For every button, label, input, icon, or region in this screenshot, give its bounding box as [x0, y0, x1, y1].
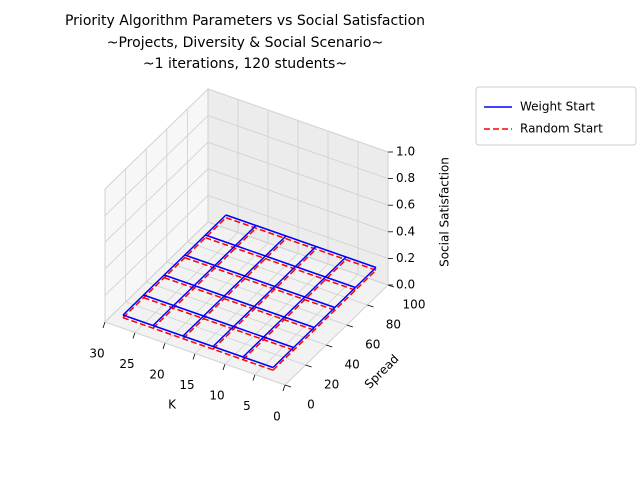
x-tick-label: 5: [243, 399, 251, 413]
wire-line: [272, 269, 377, 371]
grid-line: [146, 281, 327, 346]
wire-line: [152, 227, 257, 329]
legend-box: [475, 86, 637, 146]
wire-line: [212, 248, 317, 350]
wire-line: [182, 238, 287, 340]
wire-line: [122, 214, 227, 316]
x-tick-label: 20: [149, 368, 164, 382]
z-tick-label: 0.0: [396, 278, 415, 292]
chart-subtitle: ~1 iterations, 120 students~: [143, 56, 347, 72]
grid-line: [104, 115, 209, 216]
z-axis-label: Social Satisfaction: [438, 157, 452, 267]
x-tick-label: 30: [89, 347, 104, 361]
grid-line: [187, 241, 368, 306]
x-tick-label: 15: [179, 378, 194, 392]
x-tick-label: 10: [209, 389, 224, 403]
wire-line: [225, 214, 377, 269]
grid-line: [104, 141, 209, 243]
grid-line: [104, 168, 209, 270]
grid-line: [104, 88, 209, 190]
wire-line: [122, 217, 227, 319]
grid-line: [166, 261, 347, 326]
y-axis-label: Spread: [362, 352, 402, 392]
y-tick: [284, 384, 292, 388]
grid-line: [104, 195, 209, 296]
y-tick-label: 40: [345, 358, 360, 372]
x-tick: [282, 384, 286, 392]
grid-line: [207, 88, 389, 153]
grid-line: [207, 221, 389, 286]
wire-line: [205, 234, 356, 289]
x-axis-label: K: [168, 398, 177, 412]
grid-line: [104, 321, 286, 386]
grid-line: [284, 284, 389, 386]
grid-line: [207, 195, 389, 259]
y-tick-label: 60: [365, 338, 380, 352]
wire-line: [152, 224, 257, 327]
legend-label: Weight Start: [520, 100, 595, 114]
z-tick-label: 0.6: [396, 198, 415, 212]
grid-line: [125, 301, 306, 366]
z-tick-label: 0.4: [396, 224, 415, 238]
z-tick-label: 0.2: [396, 251, 415, 265]
x-tick-label: 25: [119, 357, 134, 371]
y-tick: [305, 364, 312, 368]
x-tick: [102, 321, 106, 329]
wire-line: [212, 245, 317, 348]
chart-title: Priority Algorithm Parameters vs Social …: [65, 13, 425, 29]
y-tick-label: 20: [324, 378, 339, 392]
wire-line: [184, 254, 336, 309]
x-tick-label: 0: [273, 410, 281, 424]
grid-line: [207, 168, 389, 233]
y-tick-label: 80: [386, 318, 401, 332]
wire-line: [242, 259, 347, 361]
y-tick: [346, 324, 353, 328]
x-tick: [192, 353, 196, 360]
z-tick-label: 1.0: [396, 145, 415, 159]
z-tick-label: 0.8: [396, 171, 415, 185]
wire-line: [182, 235, 287, 337]
wire-line: [143, 294, 294, 349]
legend-label: Random Start: [520, 122, 603, 136]
x-tick: [162, 342, 166, 350]
wire-line: [272, 266, 377, 369]
wire-line: [242, 256, 347, 358]
wire-line: [163, 274, 315, 329]
x-tick: [252, 374, 256, 381]
x-tick: [222, 363, 226, 371]
y-tick-label: 0: [307, 398, 315, 412]
y-tick: [326, 344, 333, 348]
grid-line: [207, 115, 389, 179]
wire-line: [122, 314, 274, 369]
x-tick: [132, 332, 136, 339]
chart-subtitle: ~Projects, Diversity & Social Scenario~: [107, 35, 383, 51]
grid-line: [104, 221, 209, 323]
grid-line: [207, 141, 389, 206]
y-tick-label: 100: [403, 298, 426, 312]
y-tick: [367, 304, 374, 308]
